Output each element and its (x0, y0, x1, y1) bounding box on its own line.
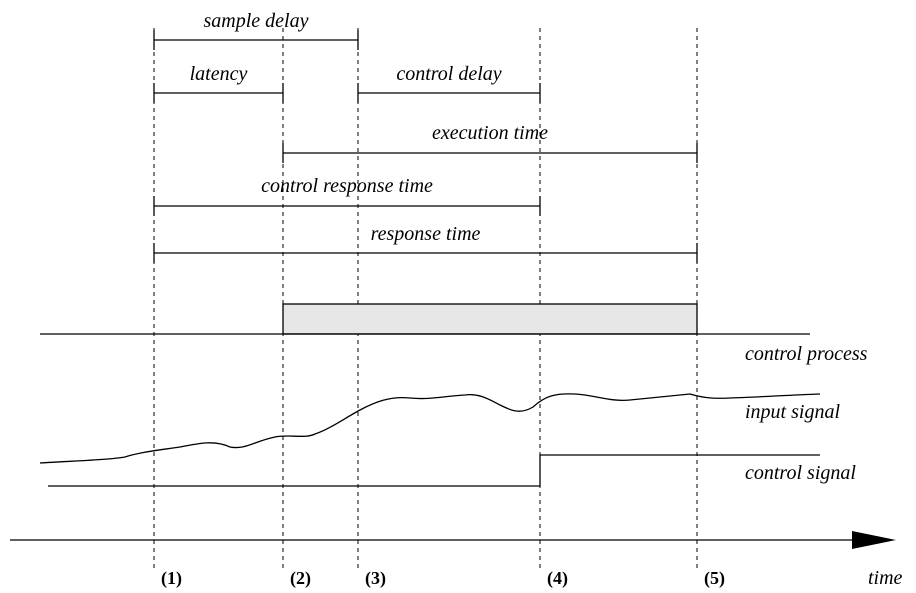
axis-label: time (868, 567, 903, 589)
time-axis-arrow (852, 531, 896, 549)
control-signal-line (48, 454, 820, 487)
interval-label: control response time (261, 175, 433, 197)
interval-bracket (153, 83, 284, 103)
interval-label: execution time (432, 122, 548, 144)
signal-label: control process (745, 343, 868, 365)
input-signal-curve (39, 393, 821, 464)
time-point-guides (153, 28, 698, 568)
signal-label: input signal (745, 401, 840, 423)
intervals (153, 30, 698, 263)
interval-label: response time (371, 223, 481, 245)
interval-bracket (153, 196, 541, 216)
interval-label: sample delay (204, 10, 309, 32)
time-point-label: (2) (290, 568, 311, 589)
interval-bracket (153, 30, 359, 50)
time-point-label: (5) (704, 568, 725, 589)
time-point-label: (3) (365, 568, 386, 589)
interval-bracket (153, 243, 698, 263)
labels: (1) (2) (3) (4) (5) sample delay latency contro… (161, 10, 868, 589)
signal-label: control signal (745, 462, 856, 484)
time-point-label: (4) (547, 568, 568, 589)
control-process-pulse (282, 303, 698, 335)
interval-label: control delay (396, 63, 501, 85)
interval-bracket (357, 83, 541, 103)
interval-label: latency (190, 63, 248, 85)
time-point-label: (1) (161, 568, 182, 589)
interval-bracket (282, 143, 698, 163)
